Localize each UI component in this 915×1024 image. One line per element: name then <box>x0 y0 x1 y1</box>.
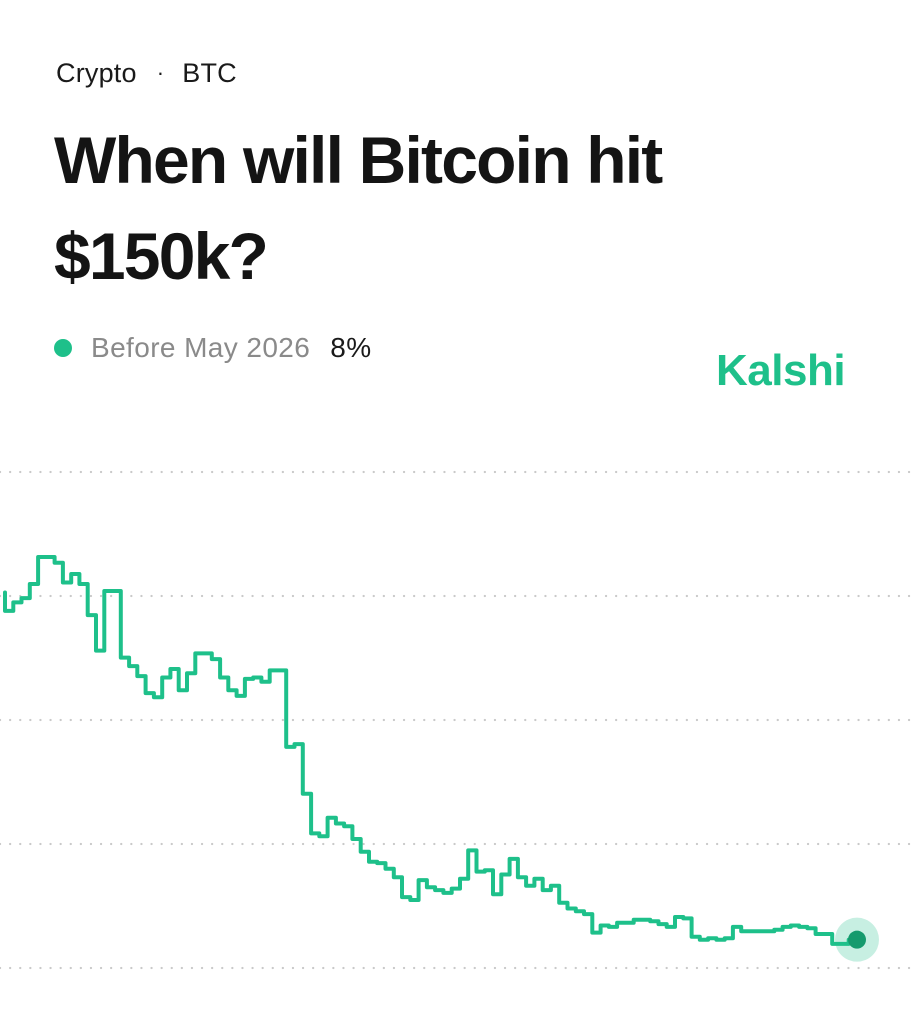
legend-dot-icon <box>54 339 72 357</box>
chart-series <box>3 555 859 946</box>
legend-label: Before May 2026 <box>91 332 311 363</box>
breadcrumb-separator: · <box>156 59 165 85</box>
chart-legend: Before May 2026 8% <box>54 332 372 364</box>
series-line <box>3 555 859 946</box>
breadcrumb-category[interactable]: Crypto <box>56 58 137 88</box>
current-value-marker <box>835 917 879 962</box>
page-title: When will Bitcoin hit $150k? <box>54 123 663 293</box>
end-point-dot <box>848 930 866 949</box>
legend-value: 8% <box>330 332 372 363</box>
brand-logo: Kalshi <box>716 346 846 395</box>
gridlines <box>0 470 915 970</box>
breadcrumb-asset[interactable]: BTC <box>182 58 237 88</box>
breadcrumb: Crypto · BTC <box>56 58 237 89</box>
